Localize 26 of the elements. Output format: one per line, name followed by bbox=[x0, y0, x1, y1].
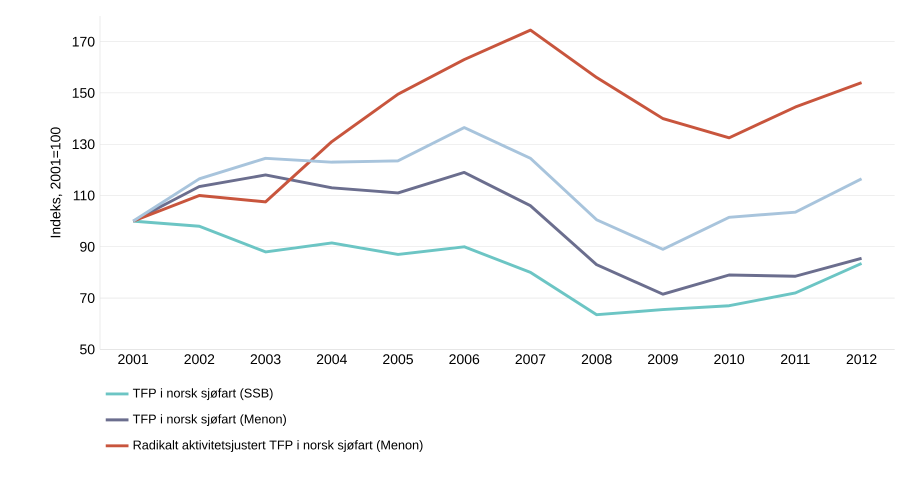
y-tick-label: 110 bbox=[74, 190, 95, 200]
x-tick-label: 2001 bbox=[118, 354, 148, 364]
x-tick-label: 2005 bbox=[383, 354, 413, 364]
x-tick-label: 2008 bbox=[582, 354, 612, 364]
line-series bbox=[132, 28, 864, 223]
legend-label: Radikalt aktivitetsjustert TFP i norsk sjøfart (Menon) bbox=[134, 440, 423, 452]
y-tick-label: 50 bbox=[80, 344, 95, 354]
y-axis-title: Indeks, 2001=100 bbox=[50, 127, 62, 238]
y-tick-label: 130 bbox=[72, 139, 95, 150]
x-tick-label: 2011 bbox=[781, 354, 810, 364]
x-tick-label: 2010 bbox=[714, 354, 744, 364]
x-tick-label: 2009 bbox=[648, 354, 678, 364]
legend-label: TFP i norsk sjøfart (SSB) bbox=[132, 388, 273, 400]
y-tick-label: 90 bbox=[80, 242, 95, 252]
x-tick-label: 2007 bbox=[516, 354, 546, 364]
y-tick-label: 170 bbox=[72, 36, 95, 47]
x-tick-label: 2012 bbox=[846, 354, 876, 364]
y-tick-label: 70 bbox=[80, 293, 95, 304]
line-series bbox=[132, 220, 864, 316]
x-tick-label: 2004 bbox=[316, 354, 347, 364]
line-series bbox=[132, 126, 864, 251]
y-tick-label: 150 bbox=[72, 88, 95, 98]
x-tick-label: 2003 bbox=[250, 354, 281, 364]
x-tick-label: 2002 bbox=[184, 354, 214, 364]
x-tick-label: 2006 bbox=[449, 354, 480, 364]
legend-label: TFP i norsk sjøfart (Menon) bbox=[132, 414, 286, 426]
